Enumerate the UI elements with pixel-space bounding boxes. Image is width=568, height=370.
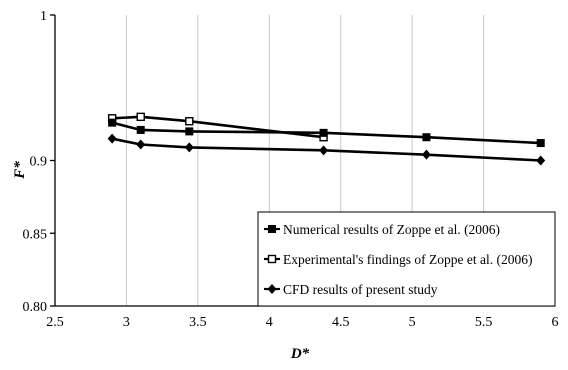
legend-label: CFD results of present study bbox=[283, 282, 438, 297]
data-point bbox=[185, 127, 194, 136]
series-layer bbox=[107, 112, 546, 166]
legend-label: Numerical results of Zoppe et al. (2006) bbox=[283, 222, 500, 237]
data-point bbox=[421, 149, 431, 160]
data-point bbox=[136, 139, 146, 150]
x-tick-label: 5 bbox=[409, 315, 416, 330]
legend-item: CFD results of present study bbox=[264, 282, 438, 297]
legend-item: Numerical results of Zoppe et al. (2006) bbox=[264, 222, 500, 237]
data-point bbox=[422, 133, 431, 142]
x-tick-labels: 2.5 3 3.5 4 4.5 5 5.5 6 bbox=[46, 315, 558, 330]
data-point bbox=[136, 125, 145, 134]
series-line bbox=[111, 121, 541, 145]
legend-label: Experimental's findings of Zoppe et al. … bbox=[283, 252, 533, 267]
x-tick-label: 4 bbox=[266, 315, 273, 330]
legend-marker bbox=[268, 225, 276, 233]
data-point bbox=[319, 128, 328, 137]
x-tick-label: 3.5 bbox=[189, 315, 207, 330]
y-axis-title: F* bbox=[12, 161, 28, 180]
data-point bbox=[107, 133, 117, 144]
series-3 bbox=[107, 133, 546, 166]
y-tick-labels: 0.80 0.85 0.9 1 bbox=[23, 9, 48, 315]
x-tick-label: 4.5 bbox=[332, 315, 350, 330]
series-line bbox=[111, 137, 541, 162]
gridlines bbox=[125, 15, 485, 306]
data-point bbox=[319, 145, 329, 156]
data-point bbox=[184, 142, 194, 153]
data-point bbox=[108, 118, 117, 127]
y-tick-label: 0.9 bbox=[30, 155, 48, 170]
data-point bbox=[185, 117, 194, 126]
y-tick-label: 1 bbox=[40, 9, 47, 24]
legend-marker bbox=[267, 284, 277, 294]
series-line bbox=[112, 115, 324, 139]
y-tick-label: 0.85 bbox=[23, 227, 48, 242]
data-point bbox=[536, 139, 545, 148]
y-tick-label: 0.80 bbox=[23, 300, 48, 315]
legend-marker bbox=[267, 254, 277, 264]
series-2 bbox=[107, 112, 328, 142]
x-tick-label: 2.5 bbox=[46, 315, 64, 330]
legend-item: Experimental's findings of Zoppe et al. … bbox=[264, 252, 533, 267]
series-1 bbox=[108, 118, 545, 148]
data-point bbox=[136, 112, 145, 122]
x-tick-label: 6 bbox=[552, 315, 559, 330]
legend-box bbox=[257, 211, 556, 307]
legend: Numerical results of Zoppe et al. (2006)… bbox=[257, 211, 556, 307]
x-tick-label: 5.5 bbox=[475, 315, 493, 330]
x-tick-label: 3 bbox=[123, 315, 130, 330]
x-axis-title: D* bbox=[290, 346, 310, 362]
data-point bbox=[536, 155, 546, 166]
